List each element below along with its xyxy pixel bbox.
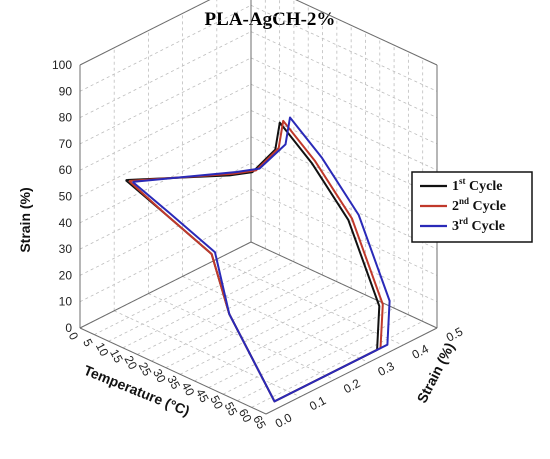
floor-grid-line (108, 254, 280, 342)
floor-grid-line (194, 294, 366, 382)
wall-grid-line (250, 110, 438, 197)
x-tick-label: 10 (93, 340, 112, 359)
x-tick-label: 25 (136, 360, 155, 379)
wall-grid-line (79, 31, 252, 118)
wall-grid-line (79, 4, 252, 92)
floor-grid-line (122, 261, 295, 349)
z-tick-label: 80 (59, 111, 73, 125)
wall-grid-line (250, 189, 438, 276)
wall-grid-line (250, 215, 438, 303)
legend-label: 2nd Cycle (452, 196, 506, 214)
wall-grid-line (79, 189, 252, 276)
z-tick-label: 30 (59, 242, 73, 256)
floor-grid-line (216, 258, 403, 346)
z-tick-label: 20 (59, 268, 73, 282)
wall-grid-line (250, 31, 438, 118)
series-line-2 (128, 119, 384, 403)
z-tick-label: 0 (65, 321, 72, 335)
floor-grid-line (237, 314, 409, 402)
y-tick-label: 0.2 (341, 376, 363, 396)
wall-grid-line (79, 110, 252, 197)
x-axis-label: Temperature (°C) (82, 362, 192, 419)
wall-grid-line (250, 57, 438, 145)
z-tick-label: 10 (59, 295, 73, 309)
y-tick-label: 0.1 (307, 393, 329, 413)
y-tick-label: 0.0 (273, 410, 295, 430)
wall-grid-line (79, 136, 252, 224)
frame-edge (250, 241, 438, 329)
y-tick-label: 0.4 (410, 342, 432, 362)
x-tick-label: 50 (207, 393, 226, 412)
floor-grid-line (182, 276, 369, 363)
frame-edge (295, 0, 438, 66)
x-tick-label: 65 (250, 413, 269, 432)
z-tick-label: 100 (52, 58, 72, 72)
chart-title: PLA-AgCH-2% (205, 9, 336, 30)
floor-grid-line (179, 287, 352, 375)
x-tick-label: 35 (164, 373, 183, 392)
floor-grid-line (251, 321, 423, 408)
z-tick-label: 70 (59, 137, 73, 151)
legend: 1st Cycle 2nd Cycle 3rd Cycle (411, 171, 533, 243)
wall-grid-line (79, 162, 252, 250)
floor-grid-line (222, 307, 395, 395)
z-tick-label: 90 (59, 84, 73, 98)
z-tick-label: 40 (59, 216, 73, 230)
floor-grid-line (137, 268, 309, 355)
wall-grid-line (250, 136, 438, 224)
x-tick-label: 15 (107, 347, 126, 366)
frame-edge (79, 241, 252, 329)
frame-edge (79, 0, 211, 66)
legend-label: 3rd Cycle (452, 216, 505, 234)
wall-grid-line (250, 83, 438, 171)
legend-label: 1st Cycle (452, 176, 502, 194)
y-tick-label: 0.3 (375, 359, 397, 379)
floor-grid-line (94, 248, 266, 335)
wall-grid-line (79, 83, 252, 171)
floor-grid-line (151, 274, 323, 362)
plot-series (125, 116, 391, 403)
wall-grid-line (79, 57, 252, 145)
x-tick-label: 20 (121, 353, 140, 372)
x-tick-label: 60 (236, 406, 255, 425)
z-axis-label: Strain (%) (17, 187, 33, 252)
x-tick-label: 40 (179, 380, 198, 399)
y-tick-label: 0.5 (444, 324, 466, 344)
x-tick-label: 55 (222, 400, 241, 419)
x-tick-label: 45 (193, 386, 212, 405)
grid (79, 0, 438, 415)
z-tick-label: 60 (59, 163, 73, 177)
wall-grid-line (250, 4, 438, 92)
frame-edge (79, 327, 267, 415)
floor-grid-line (165, 281, 338, 369)
series-line-3 (131, 116, 391, 403)
z-tick-label: 50 (59, 190, 73, 204)
floor-grid-line (114, 310, 301, 398)
wall-grid-line (79, 215, 252, 303)
frame-edge (265, 327, 438, 415)
x-tick-label: 30 (150, 367, 169, 386)
floor-grid-line (208, 301, 380, 388)
